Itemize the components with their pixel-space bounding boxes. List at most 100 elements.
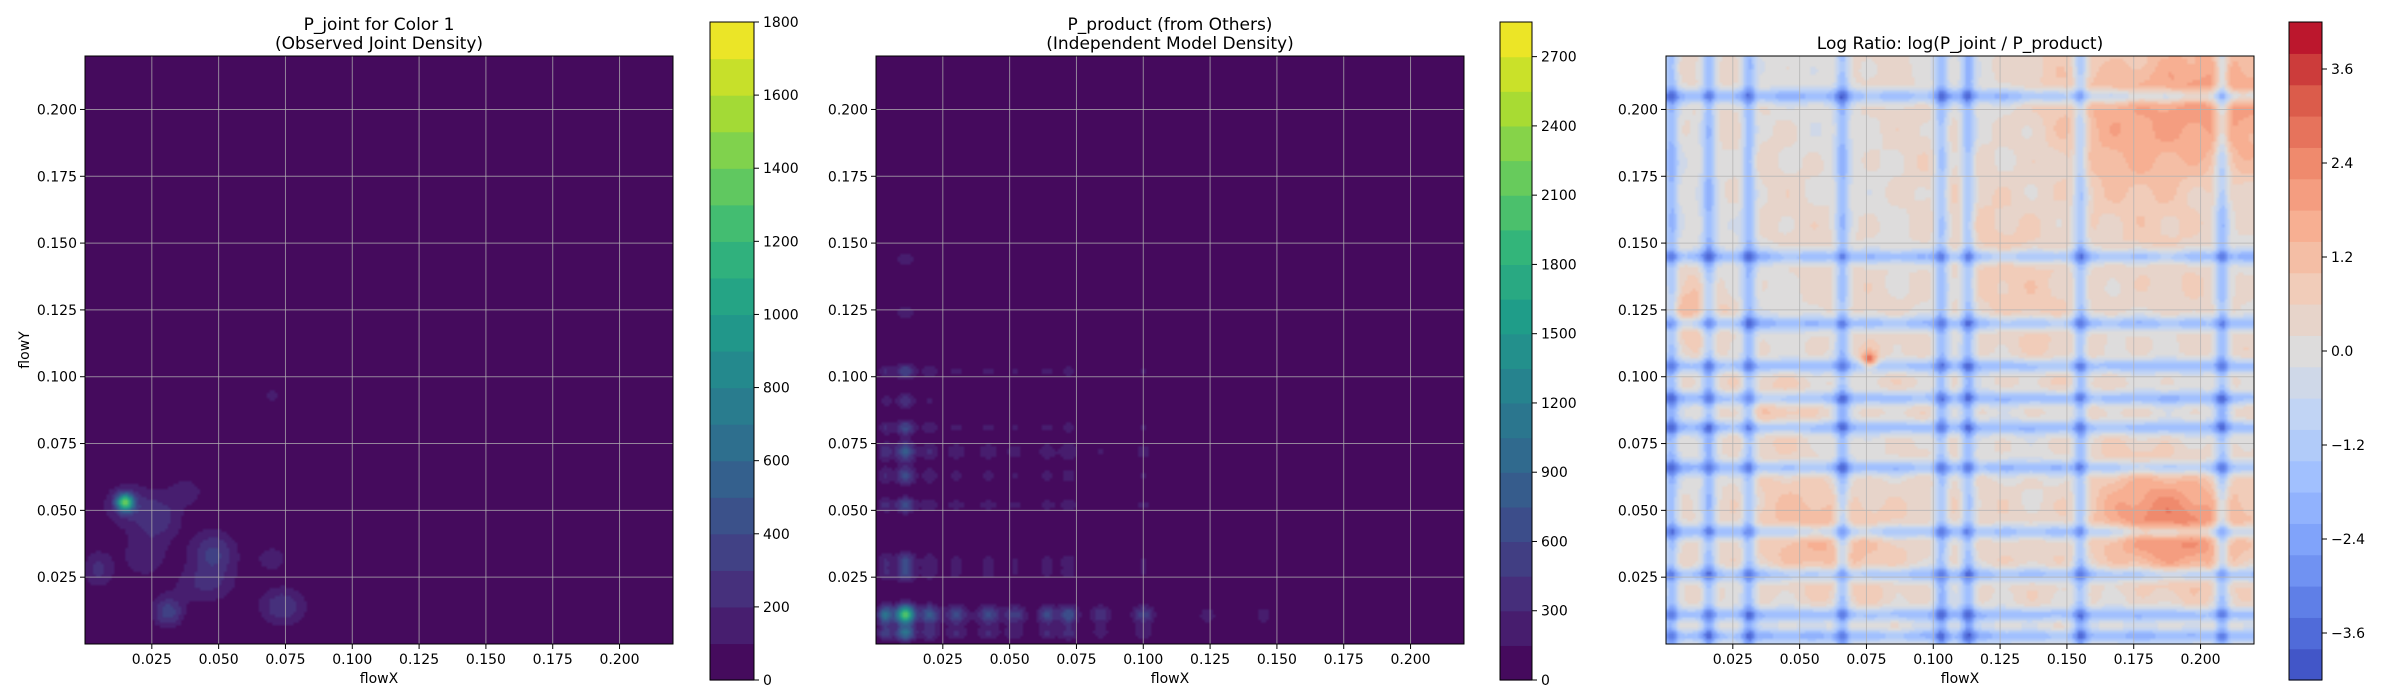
- x-tick-label: 0.200: [2180, 652, 2220, 668]
- colorbar-tick-label: 1000: [763, 307, 799, 323]
- colorbar-band: [2289, 147, 2322, 180]
- x-tick-label: 0.175: [533, 652, 573, 668]
- colorbar-tick-label: 800: [763, 381, 790, 397]
- colorbar-band: [1500, 645, 1532, 681]
- colorbar-band: [1500, 160, 1532, 196]
- panel-2-title-line-2: (Independent Model Density): [1046, 34, 1294, 54]
- colorbar-band: [710, 131, 754, 169]
- x-tick-label: 0.050: [199, 652, 239, 668]
- colorbar-band: [2289, 304, 2322, 336]
- x-tick-label: 0.150: [466, 652, 506, 668]
- panel-2-plot-area[interactable]: [875, 55, 1465, 645]
- x-tick-label: 0.025: [132, 652, 172, 668]
- y-tick-label: 0.025: [37, 570, 77, 586]
- panel-3-axes-frame: [1665, 55, 2255, 645]
- panel-2-x-axis-label: flowX: [1151, 671, 1190, 687]
- colorbar-band: [1500, 437, 1532, 473]
- x-tick-label: 0.150: [2047, 652, 2087, 668]
- colorbar-band: [2289, 398, 2322, 430]
- panel-2-colorbar-bands: [1500, 22, 1532, 681]
- colorbar-tick-label: 200: [763, 600, 790, 616]
- colorbar-tick-label: 0: [763, 673, 772, 689]
- colorbar-band: [1500, 506, 1532, 543]
- y-tick-label: 0.075: [1618, 437, 1658, 453]
- colorbar-band: [710, 606, 754, 645]
- x-tick-label: 0.075: [265, 652, 305, 668]
- colorbar-band: [2289, 648, 2322, 681]
- colorbar-tick-label: 2100: [1541, 188, 1577, 204]
- panel-log-ratio: Log Ratio: log(P_joint / P_product) 0.02…: [1618, 21, 2365, 687]
- panel-3-grid: [1666, 56, 2254, 644]
- colorbar-tick-label: 1400: [763, 161, 799, 177]
- panel-joint-density: P_joint for Color 1 (Observed Joint Dens…: [17, 15, 799, 689]
- y-tick-label: 0.025: [828, 570, 868, 586]
- x-tick-label: 0.075: [1056, 652, 1096, 668]
- colorbar-band: [2289, 178, 2322, 211]
- colorbar-tick-label: 2400: [1541, 119, 1577, 135]
- y-tick-label: 0.125: [37, 303, 77, 319]
- colorbar-band: [710, 22, 754, 60]
- colorbar-band: [2289, 429, 2322, 462]
- colorbar-band: [710, 351, 754, 389]
- colorbar-band: [710, 387, 754, 425]
- colorbar-band: [2289, 554, 2322, 587]
- panel-1-y-axis-label: flowY: [17, 331, 33, 369]
- y-tick-label: 0.200: [1618, 102, 1658, 118]
- colorbar-band: [2289, 492, 2322, 524]
- x-tick-label: 0.075: [1846, 652, 1886, 668]
- panel-2-colorbar-ticks: 0 300 600 900 1200 1500 1800 2100 2400 2700: [1532, 50, 1577, 689]
- colorbar-tick-label: 1500: [1541, 327, 1577, 343]
- panel-1-colorbar-frame: [709, 21, 755, 681]
- colorbar-tick-label: 3.6: [2331, 62, 2353, 78]
- colorbar-band: [2289, 523, 2322, 556]
- x-tick-label: 0.100: [1913, 652, 1953, 668]
- panel-2-colorbar: 0 300 600 900 1200 1500 1800 2100 2400 2700: [1499, 21, 1577, 689]
- colorbar-tick-label: 1200: [1541, 396, 1577, 412]
- colorbar-band: [2289, 84, 2322, 117]
- panel-3-plot-area[interactable]: [1665, 55, 2255, 645]
- colorbar-band: [2289, 617, 2322, 650]
- panel-3-colorbar-bands: [2289, 22, 2322, 681]
- colorbar-band: [710, 168, 754, 206]
- panel-1-grid: [85, 56, 673, 644]
- colorbar-tick-label: 900: [1541, 465, 1568, 481]
- colorbar-tick-label: 1600: [763, 88, 799, 104]
- x-tick-label: 0.050: [1780, 652, 1820, 668]
- y-tick-label: 0.200: [828, 102, 868, 118]
- y-tick-label: 0.075: [37, 437, 77, 453]
- x-tick-label: 0.125: [1980, 652, 2020, 668]
- colorbar-band: [2289, 586, 2322, 618]
- panel-3-y-ticks: 0.025 0.050 0.075 0.100 0.125 0.150 0.175 0.200: [1618, 102, 1666, 586]
- colorbar-band: [710, 570, 754, 608]
- panel-1-x-axis-label: flowX: [360, 671, 399, 687]
- x-tick-label: 0.150: [1257, 652, 1297, 668]
- colorbar-band: [710, 95, 754, 133]
- colorbar-band: [710, 460, 754, 498]
- panel-product-density: P_product (from Others) (Independent Mod…: [828, 15, 1577, 689]
- panel-2-colorbar-frame: [1499, 21, 1533, 681]
- colorbar-band: [710, 58, 754, 96]
- y-tick-label: 0.125: [828, 303, 868, 319]
- colorbar-band: [2289, 460, 2322, 493]
- x-tick-label: 0.025: [923, 652, 963, 668]
- colorbar-band: [710, 314, 754, 352]
- panel-1-density-image: [85, 56, 673, 644]
- colorbar-band: [2289, 366, 2322, 399]
- colorbar-tick-label: 300: [1541, 604, 1568, 620]
- panel-1-y-ticks: 0.025 0.050 0.075 0.100 0.125 0.150 0.175 0.200: [37, 102, 85, 586]
- colorbar-band: [2289, 116, 2322, 148]
- x-tick-label: 0.175: [1324, 652, 1364, 668]
- x-tick-label: 0.200: [599, 652, 639, 668]
- panel-1-title-line-1: P_joint for Color 1: [304, 15, 455, 35]
- panel-1-colorbar-bands: [710, 22, 754, 681]
- panel-3-x-axis-label: flowX: [1941, 671, 1980, 687]
- colorbar-band: [1500, 125, 1532, 162]
- colorbar-band: [710, 533, 754, 571]
- panel-1-plot-area[interactable]: [84, 55, 674, 645]
- colorbar-band: [710, 643, 754, 681]
- colorbar-tick-label: −1.2: [2331, 438, 2365, 454]
- colorbar-tick-label: 1800: [1541, 257, 1577, 273]
- x-tick-label: 0.050: [990, 652, 1030, 668]
- colorbar-band: [1500, 472, 1532, 508]
- panel-2-density-image: [876, 56, 1464, 644]
